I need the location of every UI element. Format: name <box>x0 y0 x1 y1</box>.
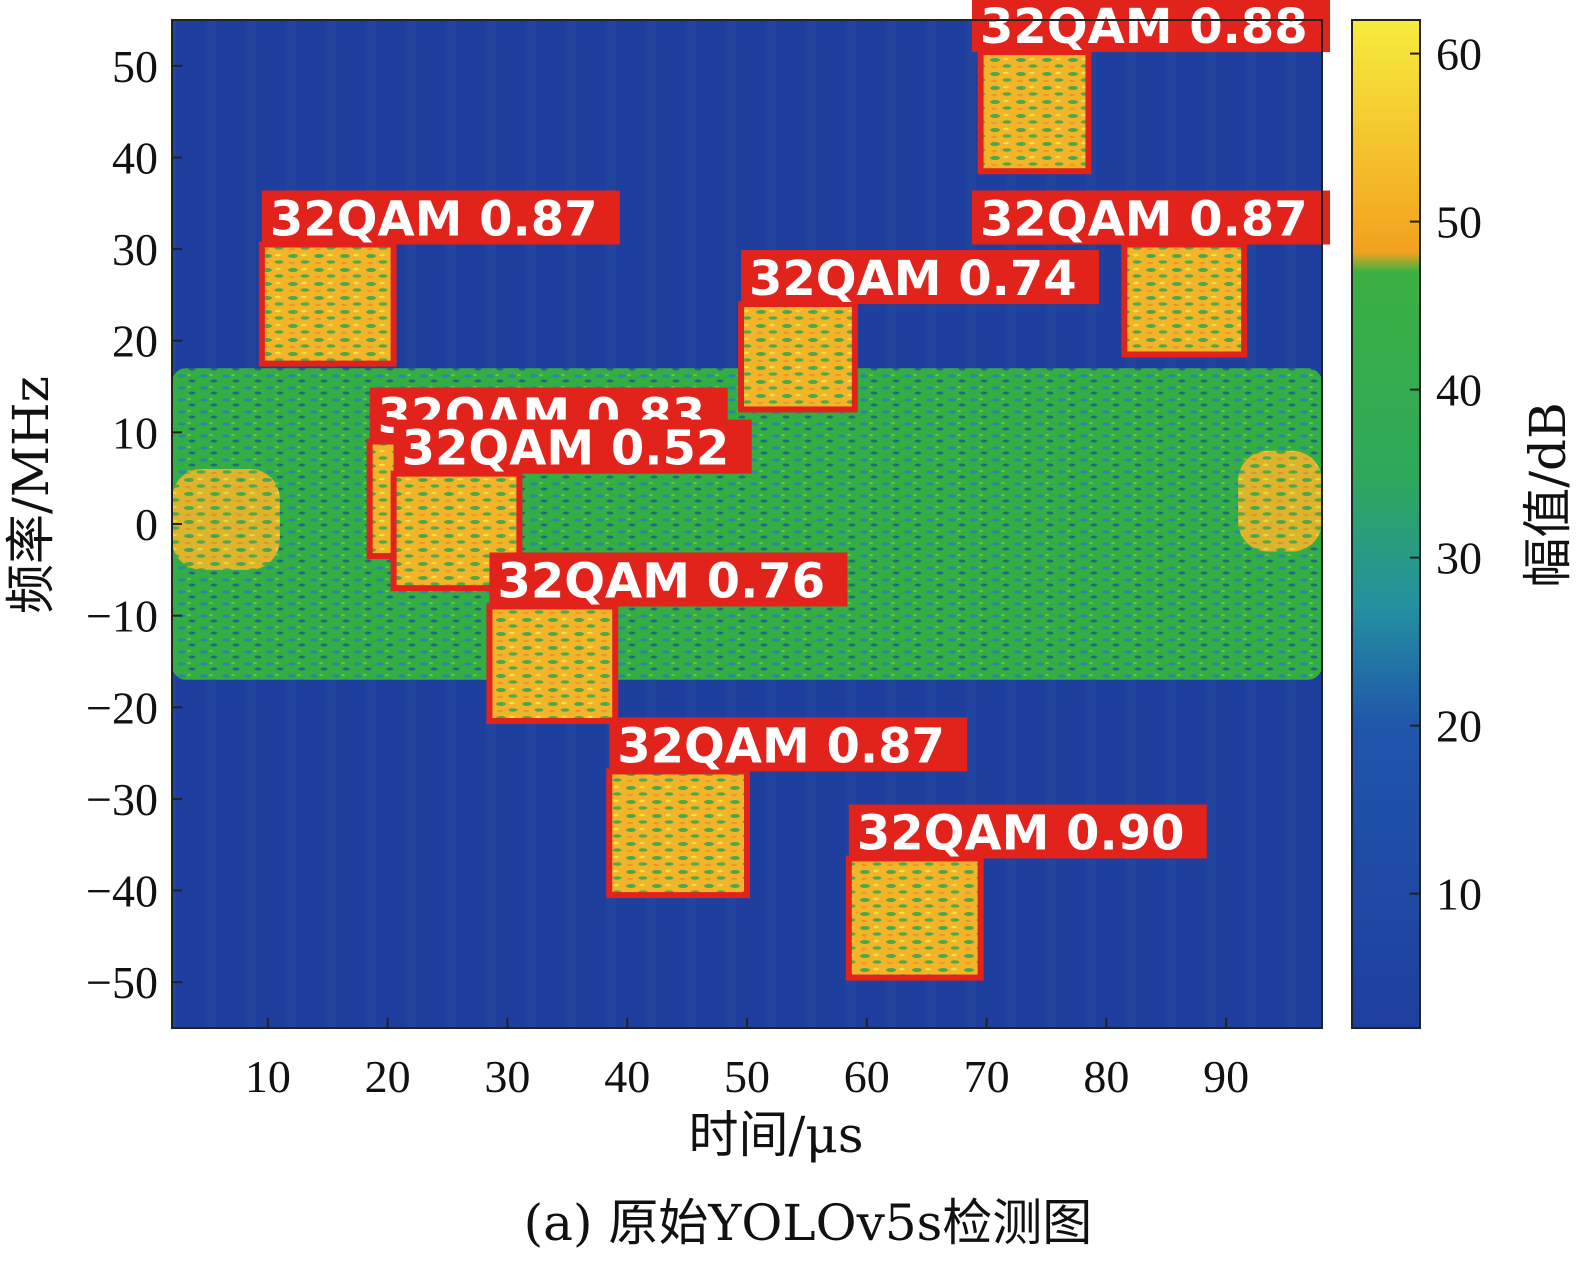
detection-8: 32QAM 0.90 <box>845 804 1207 981</box>
detected-signal-patch <box>741 304 855 410</box>
colorbar-tick-label: 60 <box>1436 29 1482 80</box>
figure-caption: (a) 原始YOLOv5s检测图 <box>524 1194 1093 1252</box>
detection-label: 32QAM 0.52 <box>402 421 730 477</box>
detection-label-bg <box>972 0 1330 53</box>
colorbar-tick-label: 30 <box>1436 533 1482 584</box>
x-tick-label: 20 <box>365 1051 411 1102</box>
x-tick-label: 10 <box>245 1051 291 1102</box>
y-tick-label: −40 <box>86 866 158 917</box>
detected-signal-patch <box>980 52 1089 172</box>
y-axis-title: 频率/MHz <box>2 376 60 614</box>
y-tick-label: 20 <box>112 316 158 367</box>
detected-signal-patch <box>609 771 747 896</box>
background-signal-1 <box>1238 450 1322 552</box>
y-tick-label: 10 <box>112 407 158 458</box>
y-tick-label: 0 <box>135 499 158 550</box>
colorbar: 60 50 40 30 20 10 <box>1351 19 1482 1029</box>
detected-signal-patch <box>848 858 981 978</box>
detected-signal-patch <box>261 244 394 364</box>
detection-2: 32QAM 0.87 <box>972 190 1330 358</box>
detection-label: 32QAM 0.90 <box>857 805 1185 861</box>
x-tick-label: 30 <box>484 1051 530 1102</box>
detection-label: 32QAM 0.74 <box>749 251 1077 307</box>
detection-0: 32QAM 0.87 <box>258 190 620 367</box>
x-tick-label: 60 <box>844 1051 890 1102</box>
axes: 10 20 30 40 50 60 70 80 90 50 40 30 20 10 0 −10 −20 −30 −4… <box>86 19 1323 1102</box>
detection-7: 32QAM 0.87 <box>606 717 968 899</box>
detection-label-bg <box>609 717 968 772</box>
background-signal-0 <box>172 469 280 570</box>
noise-band <box>172 368 1322 680</box>
detection-label-bg <box>393 419 752 474</box>
y-tick-label: −30 <box>86 774 158 825</box>
detection-label: 32QAM 0.87 <box>980 192 1308 248</box>
y-tick-label: 50 <box>112 41 158 92</box>
colorbar-tick-label: 10 <box>1436 869 1482 920</box>
detection-3: 32QAM 0.74 <box>738 250 1100 413</box>
x-tick-label: 70 <box>964 1051 1010 1102</box>
detection-label: 32QAM 0.87 <box>617 718 945 774</box>
colorbar-gradient <box>1351 19 1421 1029</box>
detection-1: 32QAM 0.88 <box>972 0 1330 175</box>
detection-label-bg <box>741 250 1100 305</box>
x-tick-label: 90 <box>1203 1051 1249 1102</box>
colorbar-tick-label: 40 <box>1436 365 1482 416</box>
y-tick-label: 40 <box>112 132 158 183</box>
x-tick-label: 50 <box>724 1051 770 1102</box>
detection-label-bg <box>848 804 1207 859</box>
y-tick-label: −50 <box>86 957 158 1008</box>
detection-5: 32QAM 0.52 <box>390 419 752 592</box>
x-tick-label: 80 <box>1083 1051 1129 1102</box>
detection-label: 32QAM 0.76 <box>497 553 825 609</box>
detection-label-bg <box>972 190 1330 245</box>
colorbar-tick-label: 20 <box>1436 701 1482 752</box>
y-tick-label: 30 <box>112 224 158 275</box>
detection-label: 32QAM 0.87 <box>270 192 598 248</box>
detection-label-bg <box>261 190 620 245</box>
y-tick-label: −10 <box>86 591 158 642</box>
detected-signal-patch <box>489 606 616 722</box>
detection-label-bg <box>489 552 848 607</box>
x-tick-label: 40 <box>604 1051 650 1102</box>
detected-signal-patch <box>1124 244 1245 355</box>
x-axis-title: 时间/μs <box>689 1106 864 1164</box>
detection-label: 32QAM 0.88 <box>980 0 1308 55</box>
colorbar-title: 幅值/dB <box>1519 402 1577 588</box>
colorbar-tick-label: 50 <box>1436 197 1482 248</box>
detection-6: 32QAM 0.76 <box>486 552 848 725</box>
y-tick-label: −20 <box>86 682 158 733</box>
